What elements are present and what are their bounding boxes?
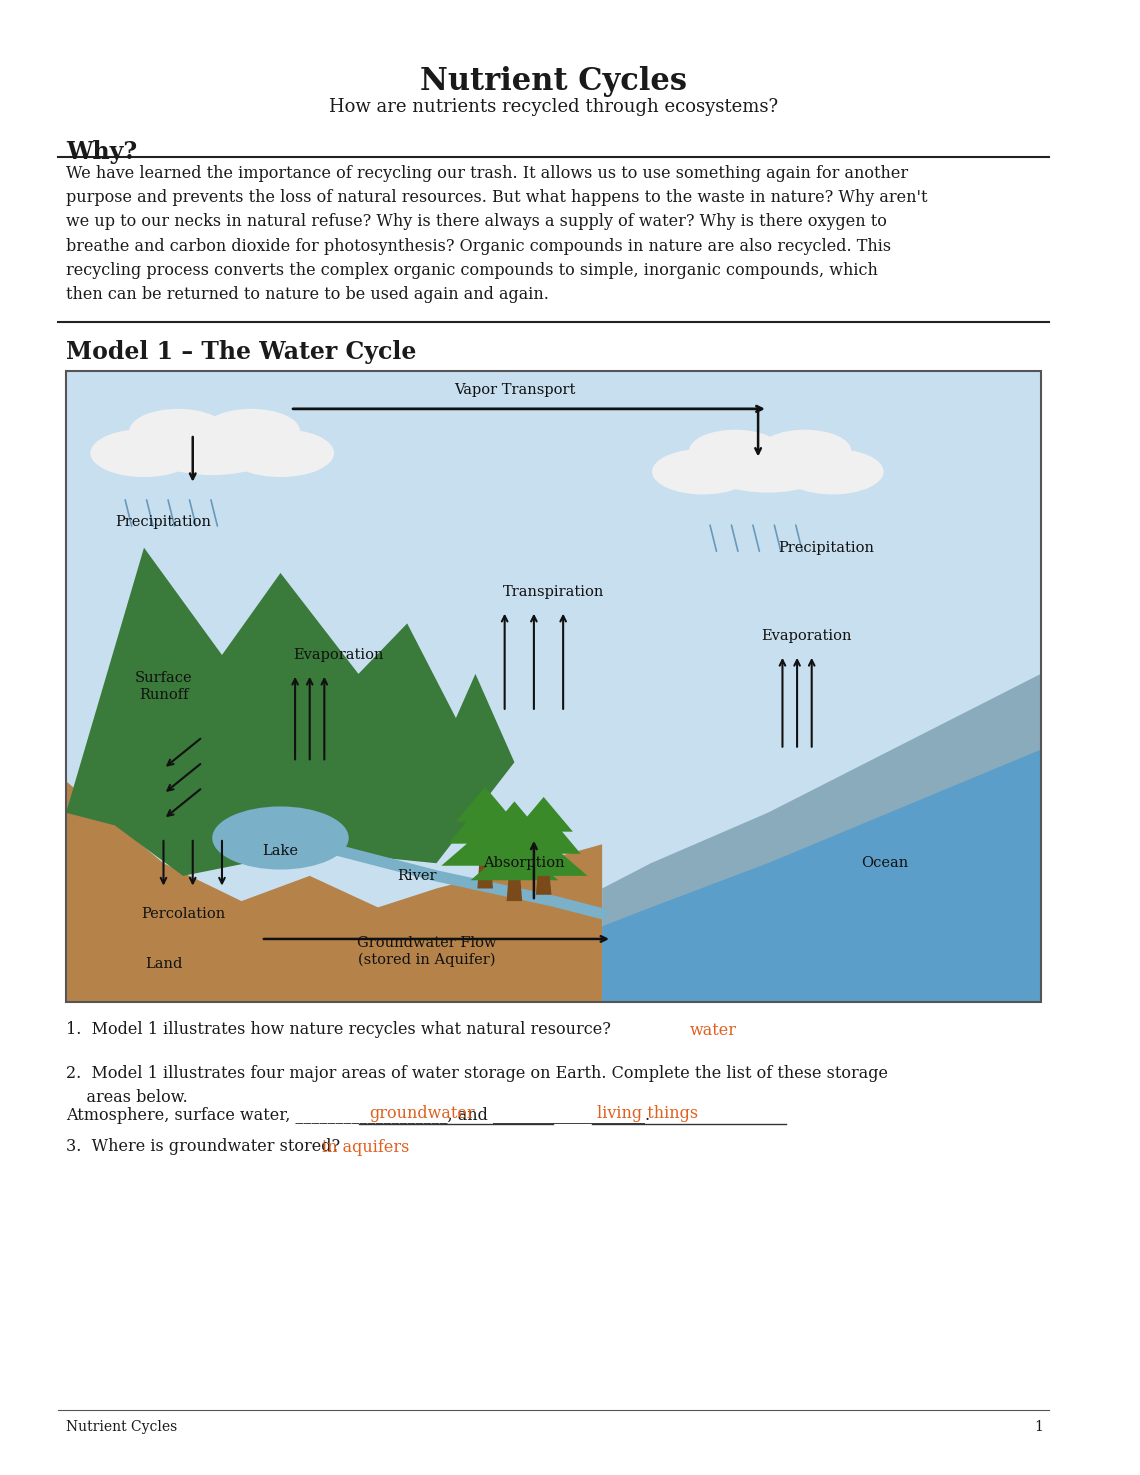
Text: Surface
Runoff: Surface Runoff xyxy=(135,671,193,702)
Text: 3.  Where is groundwater stored?: 3. Where is groundwater stored? xyxy=(66,1139,340,1155)
Text: Model 1 – The Water Cycle: Model 1 – The Water Cycle xyxy=(66,339,416,364)
Text: 2.  Model 1 illustrates four major areas of water storage on Earth. Complete the: 2. Model 1 illustrates four major areas … xyxy=(66,1065,888,1106)
Polygon shape xyxy=(499,838,587,876)
Polygon shape xyxy=(66,372,1041,1002)
Polygon shape xyxy=(448,799,522,844)
Text: River: River xyxy=(397,869,437,884)
Text: Evaporation: Evaporation xyxy=(762,628,852,643)
Ellipse shape xyxy=(212,807,349,870)
Polygon shape xyxy=(486,801,544,836)
Text: 1.  Model 1 illustrates how nature recycles what natural resource?: 1. Model 1 illustrates how nature recycl… xyxy=(66,1022,611,1038)
Ellipse shape xyxy=(689,429,782,472)
Text: Vapor Transport: Vapor Transport xyxy=(454,384,575,397)
Polygon shape xyxy=(514,796,573,832)
Text: Percolation: Percolation xyxy=(141,907,225,920)
Polygon shape xyxy=(478,814,552,858)
Text: water: water xyxy=(690,1022,736,1040)
Text: Groundwater Flow
(stored in Aquifer): Groundwater Flow (stored in Aquifer) xyxy=(357,937,496,968)
Text: living things: living things xyxy=(597,1105,698,1122)
Ellipse shape xyxy=(703,438,832,493)
Text: Lake: Lake xyxy=(262,844,299,857)
Text: We have learned the importance of recycling our trash. It allows us to use somet: We have learned the importance of recycl… xyxy=(66,165,928,302)
Polygon shape xyxy=(602,749,1041,1002)
Text: Evaporation: Evaporation xyxy=(294,648,384,662)
Text: Nutrient Cycles: Nutrient Cycles xyxy=(420,66,687,97)
Polygon shape xyxy=(456,786,514,822)
Text: Atmosphere, surface water, ___________________, and ___________________.: Atmosphere, surface water, _____________… xyxy=(66,1106,650,1124)
Text: Land: Land xyxy=(145,957,182,971)
Polygon shape xyxy=(478,861,492,888)
Ellipse shape xyxy=(144,419,280,475)
Text: Precipitation: Precipitation xyxy=(779,541,874,555)
Polygon shape xyxy=(471,842,559,881)
Polygon shape xyxy=(66,782,602,1002)
Text: groundwater: groundwater xyxy=(369,1105,474,1122)
Ellipse shape xyxy=(227,429,334,476)
Polygon shape xyxy=(441,827,529,866)
Text: in aquifers: in aquifers xyxy=(323,1139,409,1156)
Text: Absorption: Absorption xyxy=(483,855,565,870)
Polygon shape xyxy=(66,547,514,876)
Ellipse shape xyxy=(782,448,884,494)
Polygon shape xyxy=(536,873,552,895)
Polygon shape xyxy=(602,674,1041,1002)
Ellipse shape xyxy=(203,409,300,453)
Polygon shape xyxy=(506,810,580,854)
Text: Precipitation: Precipitation xyxy=(115,515,212,530)
Ellipse shape xyxy=(758,429,852,472)
Text: How are nutrients recycled through ecosystems?: How are nutrients recycled through ecosy… xyxy=(328,97,777,117)
Ellipse shape xyxy=(652,448,754,494)
Text: Transpiration: Transpiration xyxy=(503,586,604,599)
Ellipse shape xyxy=(129,409,227,453)
Text: 1: 1 xyxy=(1035,1419,1044,1434)
Text: Why?: Why? xyxy=(66,140,137,164)
Text: Ocean: Ocean xyxy=(861,855,909,870)
Polygon shape xyxy=(506,876,522,901)
Text: Nutrient Cycles: Nutrient Cycles xyxy=(66,1419,177,1434)
Ellipse shape xyxy=(90,429,197,476)
